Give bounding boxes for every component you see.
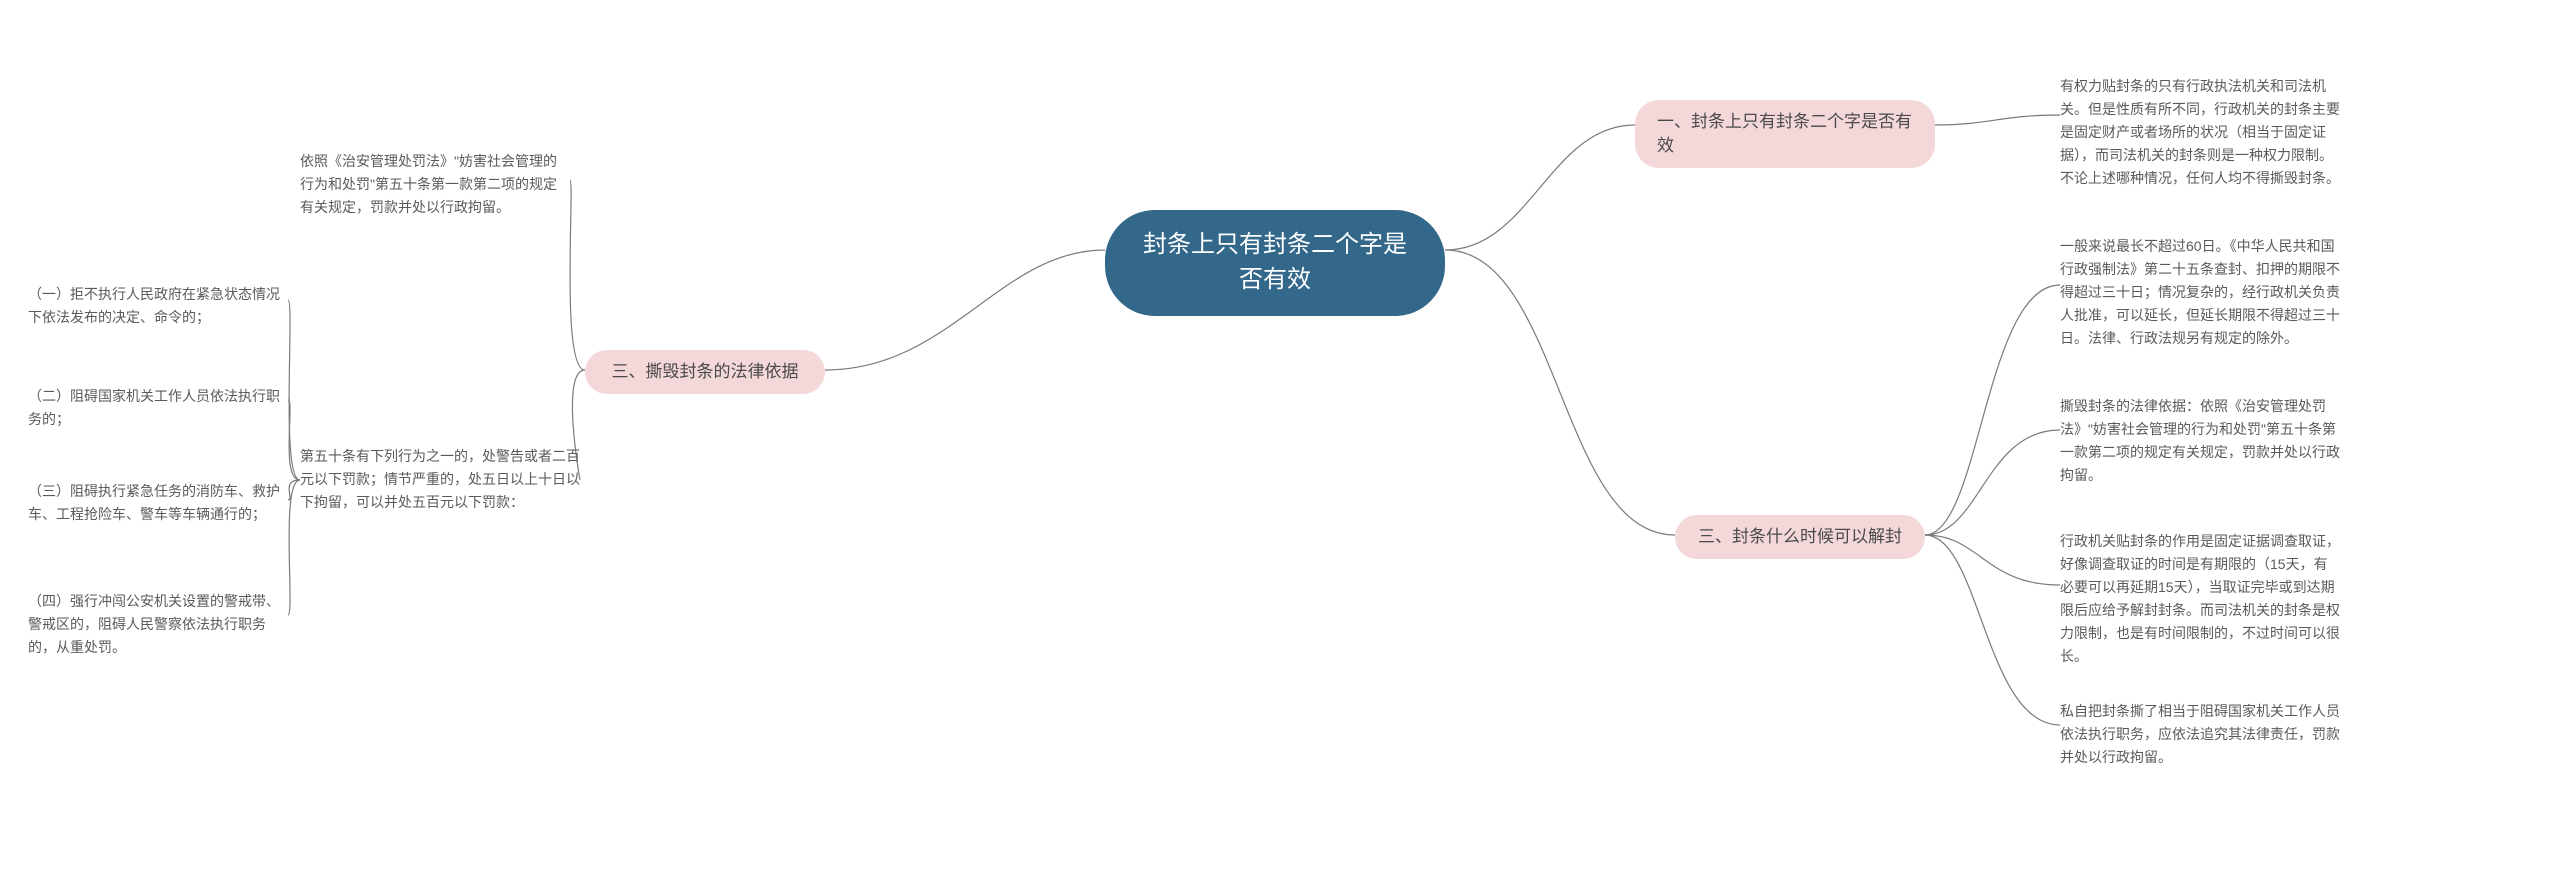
branch-3-item-2-text: （二）阻碍国家机关工作人员依法执行职务的； <box>28 385 288 431</box>
branch-2[interactable]: 三、封条什么时候可以解封 <box>1675 515 1925 559</box>
branch-3-item-4: （四）强行冲闯公安机关设置的警戒带、警戒区的，阻碍人民警察依法执行职务的，从重处… <box>28 590 288 659</box>
branch-2-leaf-1: 一般来说最长不超过60日。《中华人民共和国行政强制法》第二十五条查封、扣押的期限… <box>2060 235 2340 350</box>
branch-2-leaf-3: 行政机关贴封条的作用是固定证据调查取证，好像调查取证的时间是有期限的（15天，有… <box>2060 530 2340 669</box>
branch-2-leaf-3-text: 行政机关贴封条的作用是固定证据调查取证，好像调查取证的时间是有期限的（15天，有… <box>2060 530 2340 669</box>
branch-3-label: 三、撕毁封条的法律依据 <box>612 360 799 384</box>
branch-3-sub-1-text: 依照《治安管理处罚法》"妨害社会管理的行为和处罚"第五十条第一款第二项的规定有关… <box>300 150 570 219</box>
branch-3-item-2: （二）阻碍国家机关工作人员依法执行职务的； <box>28 385 288 431</box>
branch-1-leaf: 有权力贴封条的只有行政执法机关和司法机关。但是性质有所不同，行政机关的封条主要是… <box>2060 75 2340 190</box>
branch-2-leaf-2-text: 撕毁封条的法律依据：依照《治安管理处罚法》"妨害社会管理的行为和处罚"第五十条第… <box>2060 395 2340 487</box>
branch-3[interactable]: 三、撕毁封条的法律依据 <box>585 350 825 394</box>
branch-2-leaf-2: 撕毁封条的法律依据：依照《治安管理处罚法》"妨害社会管理的行为和处罚"第五十条第… <box>2060 395 2340 487</box>
branch-3-sub-2: 第五十条有下列行为之一的，处警告或者二百元以下罚款；情节严重的，处五日以上十日以… <box>300 445 580 514</box>
branch-1-leaf-text: 有权力贴封条的只有行政执法机关和司法机关。但是性质有所不同，行政机关的封条主要是… <box>2060 75 2340 190</box>
branch-3-sub-1: 依照《治安管理处罚法》"妨害社会管理的行为和处罚"第五十条第一款第二项的规定有关… <box>300 150 570 219</box>
branch-3-item-3-text: （三）阻碍执行紧急任务的消防车、救护车、工程抢险车、警车等车辆通行的； <box>28 480 288 526</box>
center-topic[interactable]: 封条上只有封条二个字是否有效 <box>1105 210 1445 316</box>
branch-2-leaf-4: 私自把封条撕了相当于阻碍国家机关工作人员依法执行职务，应依法追究其法律责任，罚款… <box>2060 700 2340 769</box>
branch-3-sub-2-text: 第五十条有下列行为之一的，处警告或者二百元以下罚款；情节严重的，处五日以上十日以… <box>300 445 580 514</box>
branch-3-item-1: （一）拒不执行人民政府在紧急状态情况下依法发布的决定、命令的； <box>28 283 288 329</box>
branch-3-item-4-text: （四）强行冲闯公安机关设置的警戒带、警戒区的，阻碍人民警察依法执行职务的，从重处… <box>28 590 288 659</box>
branch-1[interactable]: 一、封条上只有封条二个字是否有效 <box>1635 100 1935 168</box>
branch-3-item-1-text: （一）拒不执行人民政府在紧急状态情况下依法发布的决定、命令的； <box>28 283 288 329</box>
branch-3-item-3: （三）阻碍执行紧急任务的消防车、救护车、工程抢险车、警车等车辆通行的； <box>28 480 288 526</box>
branch-2-leaf-4-text: 私自把封条撕了相当于阻碍国家机关工作人员依法执行职务，应依法追究其法律责任，罚款… <box>2060 700 2340 769</box>
branch-1-label: 一、封条上只有封条二个字是否有效 <box>1657 110 1913 158</box>
branch-2-label: 三、封条什么时候可以解封 <box>1698 525 1902 549</box>
branch-2-leaf-1-text: 一般来说最长不超过60日。《中华人民共和国行政强制法》第二十五条查封、扣押的期限… <box>2060 235 2340 350</box>
center-topic-text: 封条上只有封条二个字是否有效 <box>1143 228 1407 298</box>
